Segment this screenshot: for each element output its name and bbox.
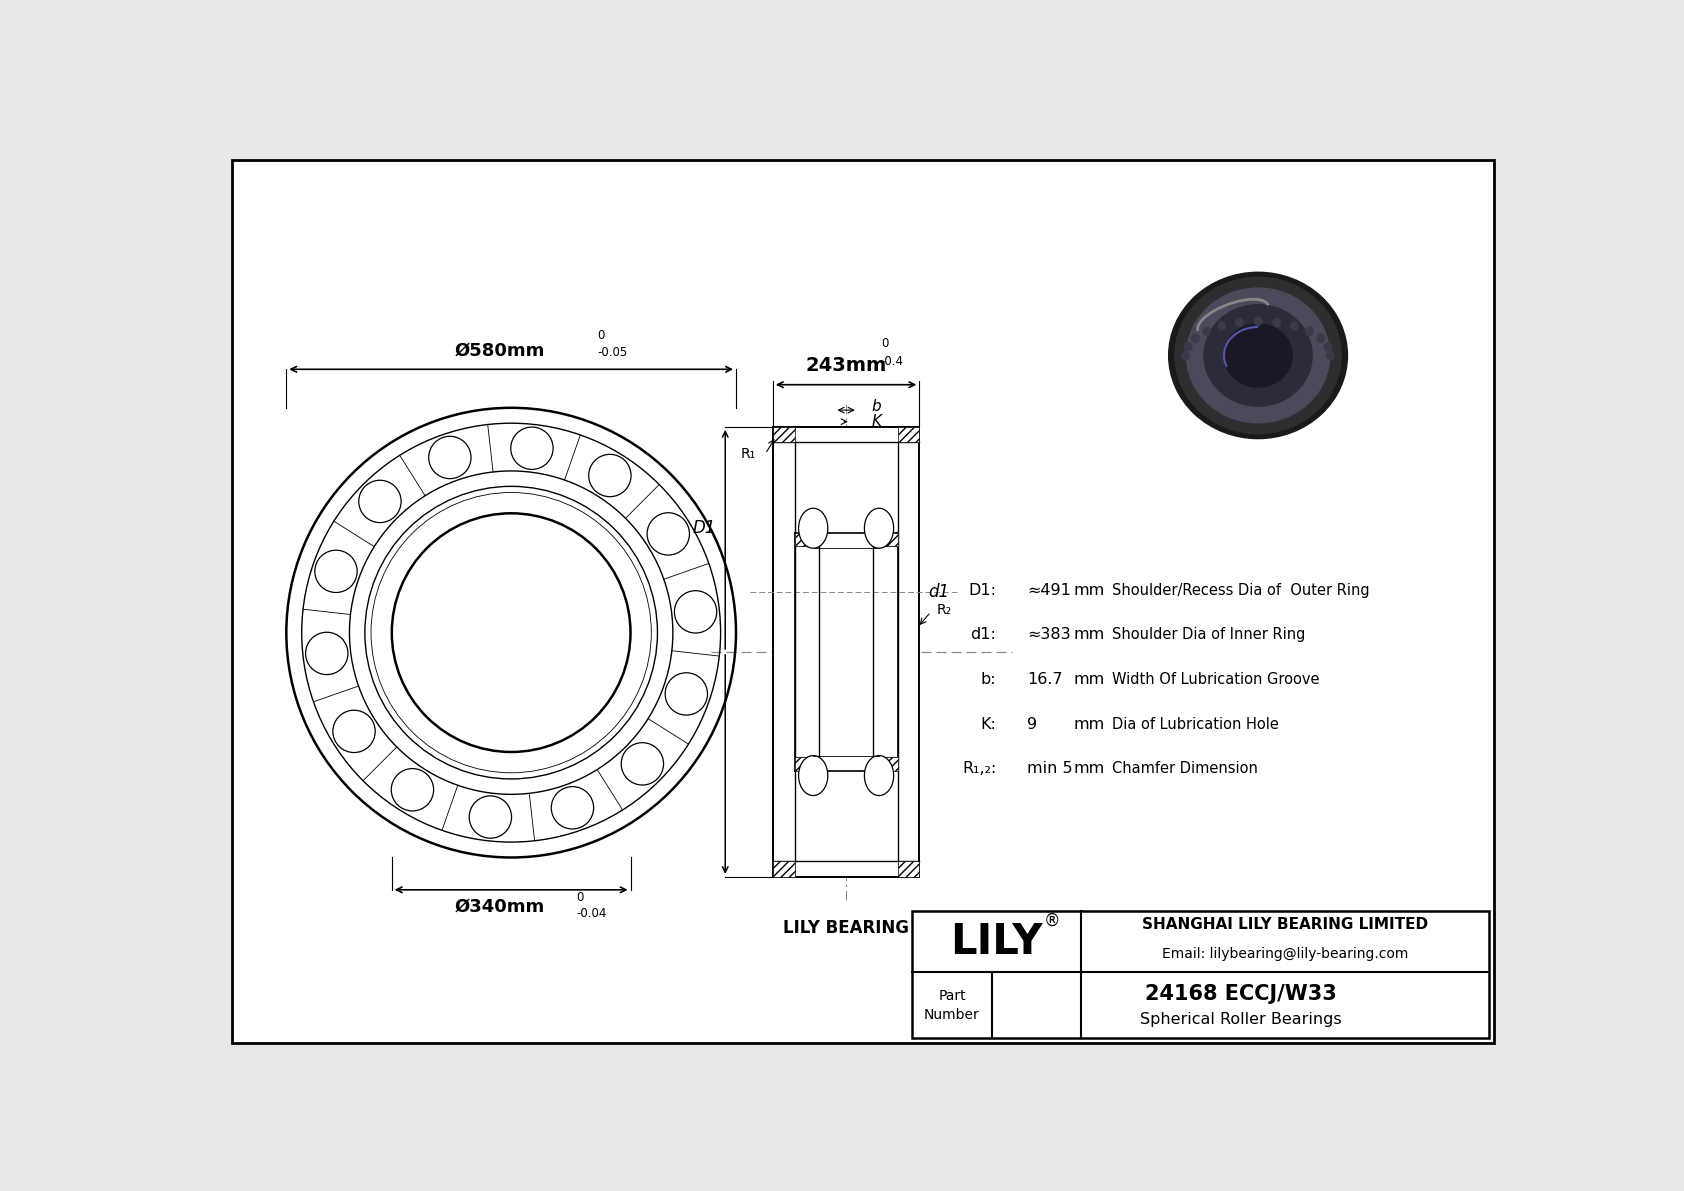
- Ellipse shape: [1192, 335, 1199, 343]
- Ellipse shape: [1175, 278, 1340, 434]
- Text: -0.4: -0.4: [881, 355, 904, 368]
- Text: SHANGHAI LILY BEARING LIMITED: SHANGHAI LILY BEARING LIMITED: [1142, 917, 1428, 933]
- Ellipse shape: [1236, 318, 1243, 326]
- Text: mm: mm: [1073, 761, 1105, 777]
- Ellipse shape: [1169, 273, 1347, 438]
- Text: Shoulder Dia of Inner Ring: Shoulder Dia of Inner Ring: [1111, 628, 1305, 642]
- Ellipse shape: [1327, 351, 1334, 360]
- Text: Dia of Lubrication Hole: Dia of Lubrication Hole: [1111, 717, 1278, 731]
- Text: Shoulder/Recess Dia of  Outer Ring: Shoulder/Recess Dia of Outer Ring: [1111, 582, 1369, 598]
- Text: ≈383: ≈383: [1027, 628, 1071, 642]
- Text: mm: mm: [1073, 628, 1105, 642]
- Polygon shape: [773, 428, 795, 442]
- Polygon shape: [795, 757, 818, 772]
- Ellipse shape: [1184, 343, 1192, 351]
- Ellipse shape: [1187, 288, 1330, 423]
- Text: R₁,₂:: R₁,₂:: [962, 761, 997, 777]
- Polygon shape: [773, 428, 919, 877]
- Bar: [911, 911, 1489, 1039]
- Text: Chamfer Dimension: Chamfer Dimension: [1111, 761, 1258, 777]
- Ellipse shape: [1224, 324, 1292, 387]
- Polygon shape: [898, 428, 919, 442]
- Text: Spherical Roller Bearings: Spherical Roller Bearings: [1140, 1012, 1342, 1027]
- Text: 24168 ECCJ/W33: 24168 ECCJ/W33: [1145, 984, 1337, 1004]
- Text: mm: mm: [1073, 717, 1105, 731]
- Text: -0.05: -0.05: [598, 347, 628, 360]
- Text: Number: Number: [925, 1008, 980, 1022]
- Polygon shape: [773, 861, 795, 877]
- Text: D1:: D1:: [968, 582, 997, 598]
- Polygon shape: [872, 532, 898, 547]
- Text: ≈491: ≈491: [1027, 582, 1071, 598]
- Ellipse shape: [1218, 322, 1226, 330]
- Text: min 5: min 5: [1027, 761, 1073, 777]
- Text: K:: K:: [980, 717, 997, 731]
- Polygon shape: [864, 755, 894, 796]
- Text: LILY BEARING: LILY BEARING: [783, 919, 909, 937]
- Text: 243mm: 243mm: [805, 356, 887, 375]
- Text: R₂: R₂: [936, 603, 951, 617]
- Polygon shape: [864, 509, 894, 548]
- Text: 9: 9: [1027, 717, 1037, 731]
- Polygon shape: [798, 509, 829, 548]
- Polygon shape: [798, 755, 829, 796]
- Text: d1: d1: [928, 584, 950, 601]
- Ellipse shape: [1324, 343, 1332, 351]
- Ellipse shape: [1273, 318, 1280, 326]
- Text: Ø340mm: Ø340mm: [455, 898, 544, 916]
- Text: K: K: [872, 414, 882, 429]
- Polygon shape: [872, 757, 898, 772]
- Text: 0: 0: [881, 337, 887, 350]
- Text: mm: mm: [1073, 672, 1105, 687]
- Ellipse shape: [1204, 305, 1312, 406]
- Text: R₁: R₁: [741, 447, 756, 461]
- Polygon shape: [795, 532, 818, 547]
- Text: Email: lilybearing@lily-bearing.com: Email: lilybearing@lily-bearing.com: [1162, 947, 1408, 961]
- Ellipse shape: [1317, 335, 1324, 343]
- Ellipse shape: [1202, 328, 1211, 336]
- Ellipse shape: [1305, 328, 1314, 336]
- Text: LILY: LILY: [950, 921, 1042, 962]
- Text: d1:: d1:: [970, 628, 997, 642]
- Text: 0: 0: [576, 891, 584, 904]
- Polygon shape: [898, 861, 919, 877]
- Text: -0.04: -0.04: [576, 906, 606, 919]
- Text: Ø580mm: Ø580mm: [455, 342, 546, 360]
- Text: Part: Part: [938, 990, 967, 1003]
- Text: mm: mm: [1073, 582, 1105, 598]
- Text: Width Of Lubrication Groove: Width Of Lubrication Groove: [1111, 672, 1319, 687]
- Text: D1: D1: [692, 519, 716, 537]
- Text: b: b: [872, 399, 881, 413]
- Text: ®: ®: [1044, 911, 1061, 929]
- Ellipse shape: [1290, 322, 1298, 330]
- Ellipse shape: [1255, 317, 1261, 325]
- Text: b:: b:: [980, 672, 997, 687]
- Ellipse shape: [1182, 351, 1189, 360]
- Text: 16.7: 16.7: [1027, 672, 1063, 687]
- Text: 0: 0: [598, 330, 605, 342]
